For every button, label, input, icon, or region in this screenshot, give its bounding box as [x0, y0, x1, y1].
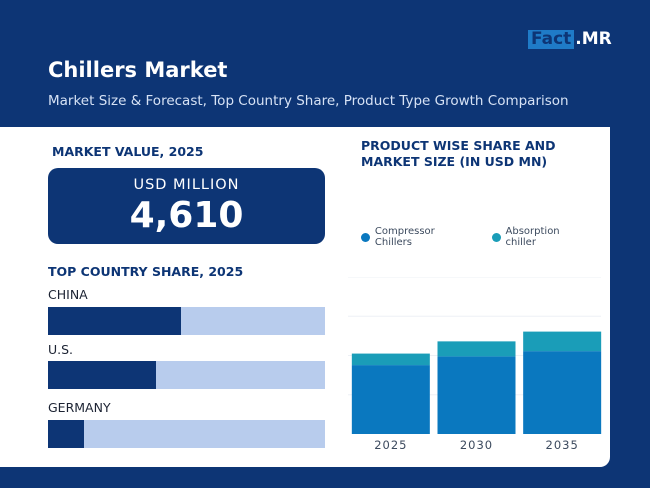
bar-absorption-2025 — [351, 353, 430, 366]
product-chart-heading: PRODUCT WISE SHARE AND MARKET SIZE (IN U… — [361, 138, 556, 169]
x-tick-label: 2035 — [546, 438, 579, 452]
country-bar-track-germany — [48, 420, 325, 448]
content-card: MARKET VALUE, 2025 USD MILLION 4,610 TOP… — [0, 127, 610, 467]
product-bar-chart: 2025 2030 2035 — [348, 277, 602, 452]
x-tick-label: 2030 — [460, 438, 493, 452]
country-label-us: U.S. — [48, 342, 74, 357]
bar-absorption-2035 — [523, 331, 602, 352]
legend-item-compressor: Compressor Chillers — [361, 226, 474, 248]
market-value-box: USD MILLION 4,610 — [48, 168, 325, 244]
bar-compressor-2035 — [523, 351, 602, 434]
market-value-number: 4,610 — [129, 195, 244, 236]
market-value-heading: MARKET VALUE, 2025 — [52, 144, 204, 159]
legend-label-compressor: Compressor Chillers — [374, 226, 435, 248]
country-bar-track-china — [48, 307, 325, 335]
legend-label-absorption: Absorption chiller — [505, 226, 560, 248]
country-bar-fill-us — [48, 361, 157, 389]
market-value-unit: USD MILLION — [133, 177, 240, 193]
chart-legend: Compressor Chillers Absorption chiller — [361, 226, 610, 248]
legend-dot-absorption — [491, 232, 501, 242]
logo-mr: .MR — [575, 29, 612, 49]
country-bar-track-us — [48, 361, 325, 389]
country-bar-fill-china — [48, 307, 181, 335]
bar-absorption-2030 — [437, 341, 516, 357]
brand-logo: Fact .MR — [528, 29, 612, 49]
x-tick-label: 2025 — [374, 438, 407, 452]
country-label-germany: GERMANY — [48, 400, 111, 415]
legend-dot-compressor — [361, 232, 370, 242]
country-share-heading: TOP COUNTRY SHARE, 2025 — [48, 264, 244, 279]
legend-item-absorption: Absorption chiller — [491, 226, 592, 248]
logo-fact: Fact — [528, 29, 575, 49]
country-bar-fill-germany — [48, 420, 84, 448]
page-title: Chillers Market — [48, 58, 228, 82]
bar-compressor-2030 — [437, 356, 516, 434]
bar-compressor-2025 — [351, 365, 430, 434]
country-label-china: CHINA — [48, 287, 88, 302]
page-subtitle: Market Size & Forecast, Top Country Shar… — [48, 93, 569, 109]
